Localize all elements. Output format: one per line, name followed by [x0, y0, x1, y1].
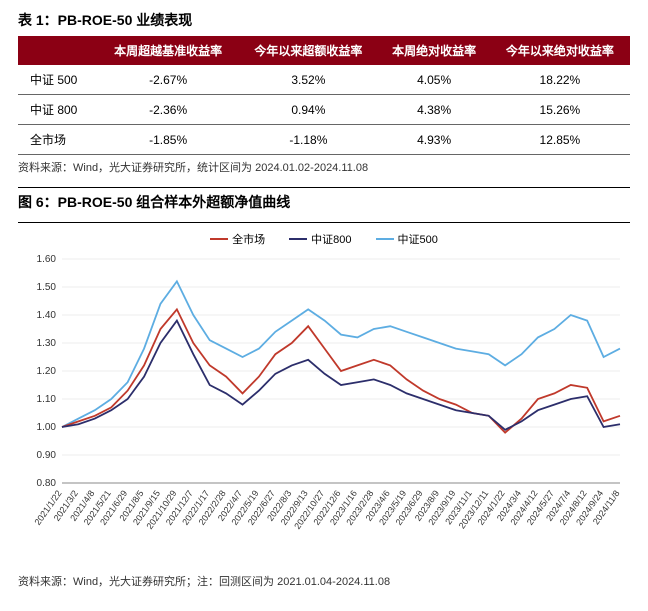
cell: -1.85%: [98, 125, 238, 155]
cell: -2.67%: [98, 65, 238, 95]
legend-swatch: [210, 238, 228, 241]
svg-text:1.10: 1.10: [37, 394, 57, 405]
performance-table: 本周超越基准收益率 今年以来超额收益率 本周绝对收益率 今年以来绝对收益率 中证…: [18, 36, 630, 155]
svg-text:1.60: 1.60: [37, 254, 57, 265]
col-1: 本周超越基准收益率: [98, 36, 238, 65]
row-label: 中证 500: [18, 65, 98, 95]
col-3: 本周绝对收益率: [379, 36, 490, 65]
cell: 0.94%: [238, 95, 378, 125]
chart-source: 资料来源：Wind，光大证券研究所；注：回测区间为 2021.01.04-202…: [18, 573, 630, 589]
legend-item-qsc: 全市场: [210, 231, 265, 247]
col-2: 今年以来超额收益率: [238, 36, 378, 65]
svg-text:1.20: 1.20: [37, 366, 57, 377]
cell: -2.36%: [98, 95, 238, 125]
cell: 4.38%: [379, 95, 490, 125]
table-row: 中证 500-2.67%3.52%4.05%18.22%: [18, 65, 630, 95]
legend-label: 全市场: [232, 231, 265, 247]
legend-label: 中证500: [398, 231, 438, 247]
cell: 18.22%: [490, 65, 630, 95]
legend-item-zz800: 中证800: [289, 231, 351, 247]
cell: 3.52%: [238, 65, 378, 95]
svg-text:0.90: 0.90: [37, 450, 57, 461]
table-header-row: 本周超越基准收益率 今年以来超额收益率 本周绝对收益率 今年以来绝对收益率: [18, 36, 630, 65]
svg-text:1.00: 1.00: [37, 422, 57, 433]
cell: -1.18%: [238, 125, 378, 155]
cell: 15.26%: [490, 95, 630, 125]
table-source: 资料来源：Wind，光大证券研究所，统计区间为 2024.01.02-2024.…: [18, 159, 630, 175]
svg-text:1.50: 1.50: [37, 282, 57, 293]
col-4: 今年以来绝对收益率: [490, 36, 630, 65]
legend-swatch: [289, 238, 307, 241]
table-row: 中证 800-2.36%0.94%4.38%15.26%: [18, 95, 630, 125]
cell: 4.05%: [379, 65, 490, 95]
nav-chart: 0.800.901.001.101.201.301.401.501.602021…: [18, 253, 630, 573]
svg-text:1.30: 1.30: [37, 338, 57, 349]
svg-text:1.40: 1.40: [37, 310, 57, 321]
cell: 4.93%: [379, 125, 490, 155]
row-label: 全市场: [18, 125, 98, 155]
col-blank: [18, 36, 98, 65]
legend-label: 中证800: [311, 231, 351, 247]
table-row: 全市场-1.85%-1.18%4.93%12.85%: [18, 125, 630, 155]
chart-title: 图 6：PB-ROE-50 组合样本外超额净值曲线: [18, 192, 630, 212]
svg-text:0.80: 0.80: [37, 478, 57, 489]
legend-item-zz500: 中证500: [376, 231, 438, 247]
table-title: 表 1：PB-ROE-50 业绩表现: [18, 10, 630, 30]
row-label: 中证 800: [18, 95, 98, 125]
line-chart-svg: 0.800.901.001.101.201.301.401.501.602021…: [18, 253, 630, 553]
legend-swatch: [376, 238, 394, 241]
cell: 12.85%: [490, 125, 630, 155]
chart-legend: 全市场 中证800 中证500: [18, 231, 630, 247]
